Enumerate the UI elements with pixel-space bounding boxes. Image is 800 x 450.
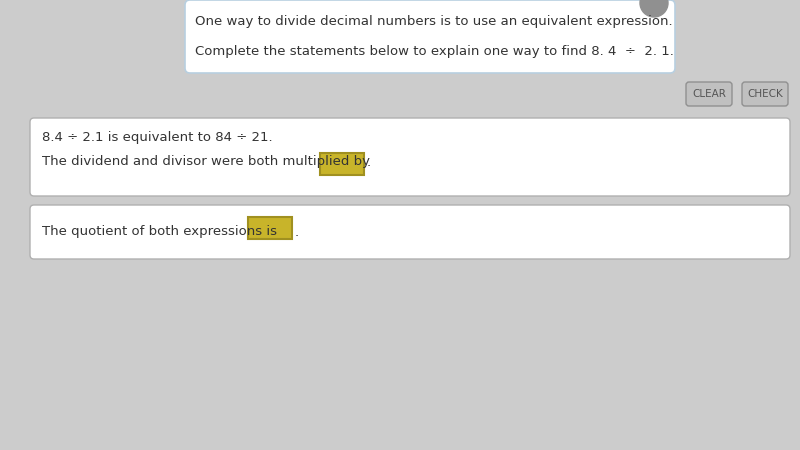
Text: .: . xyxy=(367,156,371,168)
Bar xyxy=(248,217,292,239)
Text: CLEAR: CLEAR xyxy=(692,89,726,99)
Text: The dividend and divisor were both multiplied by: The dividend and divisor were both multi… xyxy=(42,156,370,168)
Circle shape xyxy=(640,0,668,17)
FancyBboxPatch shape xyxy=(742,82,788,106)
Text: .: . xyxy=(295,225,299,238)
FancyBboxPatch shape xyxy=(185,0,675,73)
FancyBboxPatch shape xyxy=(30,205,790,259)
Text: CHECK: CHECK xyxy=(747,89,783,99)
FancyBboxPatch shape xyxy=(686,82,732,106)
Text: 8.4 ÷ 2.1 is equivalent to 84 ÷ 21.: 8.4 ÷ 2.1 is equivalent to 84 ÷ 21. xyxy=(42,131,273,144)
Bar xyxy=(320,153,364,175)
FancyBboxPatch shape xyxy=(30,118,790,196)
Text: One way to divide decimal numbers is to use an equivalent expression.: One way to divide decimal numbers is to … xyxy=(195,15,673,28)
Text: The quotient of both expressions is: The quotient of both expressions is xyxy=(42,225,277,238)
Text: Complete the statements below to explain one way to find 8. 4  ÷  2. 1.: Complete the statements below to explain… xyxy=(195,45,674,58)
